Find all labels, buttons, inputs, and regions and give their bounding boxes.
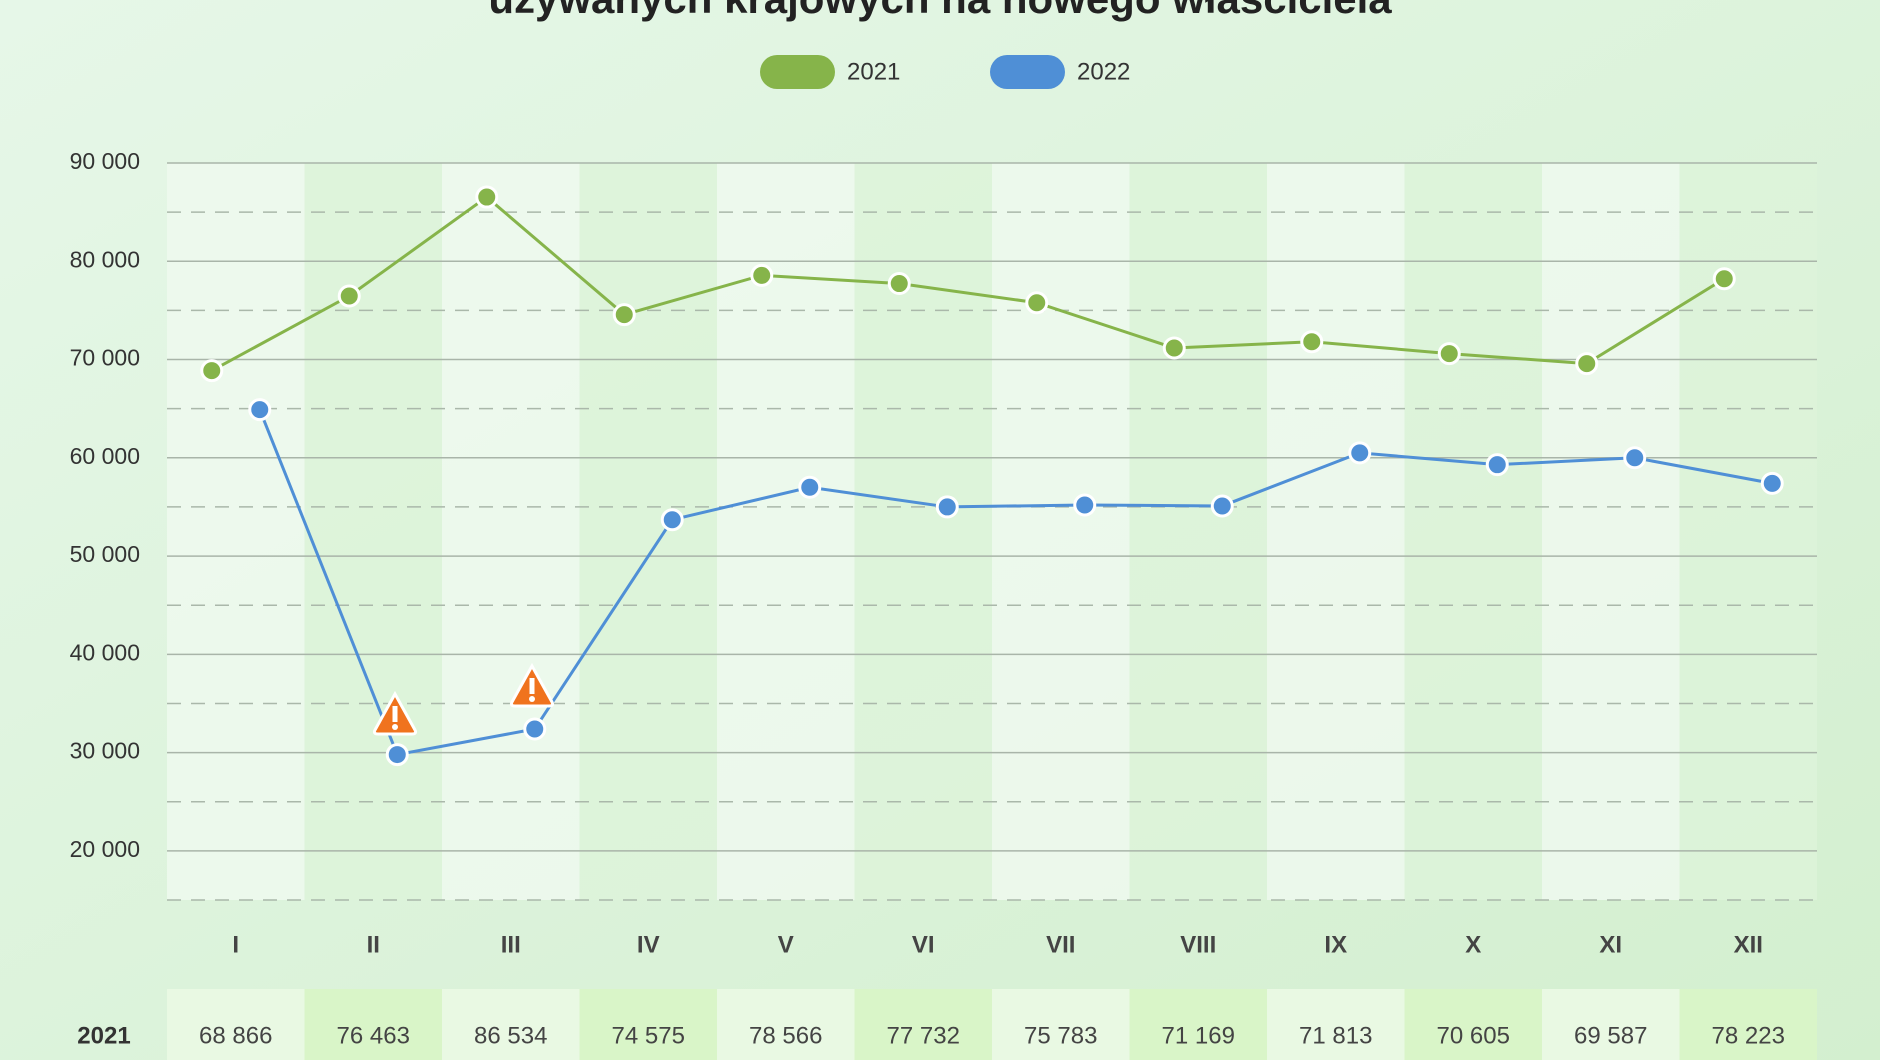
column-band	[1404, 163, 1542, 900]
column-band	[992, 163, 1130, 900]
data-point	[1712, 267, 1736, 291]
column-band	[1542, 163, 1680, 900]
x-tick-label: IV	[637, 931, 660, 958]
y-tick-label: 80 000	[70, 246, 140, 272]
data-point	[1623, 446, 1647, 470]
y-tick-label: 20 000	[70, 836, 140, 862]
legend: 2021 2022	[760, 55, 1130, 89]
data-point	[200, 359, 224, 383]
table-value: 75 783	[1024, 1022, 1097, 1049]
table-cell	[442, 989, 580, 1060]
data-point	[1575, 352, 1599, 376]
table-value: 77 732	[887, 1022, 960, 1049]
table-cell	[579, 989, 717, 1060]
table-cell	[1267, 989, 1405, 1060]
data-point	[337, 284, 361, 308]
legend-swatch	[760, 55, 835, 89]
y-tick-label: 70 000	[70, 345, 140, 371]
data-point	[1485, 453, 1509, 477]
x-tick-label: VIII	[1180, 931, 1216, 958]
legend-label: 2021	[847, 58, 900, 85]
data-point	[1162, 336, 1186, 360]
y-tick-label: 40 000	[70, 639, 140, 665]
data-point	[523, 717, 547, 741]
y-tick-label: 60 000	[70, 443, 140, 469]
x-tick-label: II	[367, 931, 380, 958]
column-band	[717, 163, 855, 900]
table-value: 71 813	[1299, 1022, 1372, 1049]
data-point	[385, 743, 409, 767]
y-tick-label: 30 000	[70, 738, 140, 764]
x-tick-label: VII	[1046, 931, 1075, 958]
table-value: 74 575	[612, 1022, 685, 1049]
data-point	[1073, 493, 1097, 517]
data-point	[1437, 342, 1461, 366]
data-point	[1300, 330, 1324, 354]
data-point	[935, 495, 959, 519]
y-tick-label: 50 000	[70, 541, 140, 567]
table-cell	[717, 989, 855, 1060]
table-cell	[1679, 989, 1817, 1060]
column-band	[442, 163, 580, 900]
x-tick-label: I	[232, 931, 239, 958]
column-band	[579, 163, 717, 900]
data-point	[798, 475, 822, 499]
legend-label: 2022	[1077, 58, 1130, 85]
x-tick-label: X	[1465, 931, 1481, 958]
table-row-label: 2021	[77, 1022, 130, 1049]
data-point	[660, 508, 684, 532]
data-point	[475, 185, 499, 209]
x-tick-label: V	[778, 931, 794, 958]
table-cell	[992, 989, 1130, 1060]
table-cell	[304, 989, 442, 1060]
table-value: 69 587	[1574, 1022, 1647, 1049]
column-bands	[167, 163, 1817, 1060]
x-tick-label: XII	[1734, 931, 1763, 958]
x-tick-label: IX	[1324, 931, 1347, 958]
data-point	[887, 272, 911, 296]
table-cell	[1542, 989, 1680, 1060]
column-band	[1129, 163, 1267, 900]
table-cell	[1404, 989, 1542, 1060]
table-value: 71 169	[1162, 1022, 1235, 1049]
data-point	[1348, 441, 1372, 465]
table-cell	[854, 989, 992, 1060]
x-tick-label: XI	[1599, 931, 1622, 958]
legend-swatch	[990, 55, 1065, 89]
data-point	[1210, 494, 1234, 518]
x-tick-label: III	[501, 931, 521, 958]
series-line	[211, 195, 1726, 372]
data-point	[1760, 471, 1784, 495]
table-value: 68 866	[199, 1022, 272, 1049]
data-point	[750, 263, 774, 287]
table-value: 70 605	[1437, 1022, 1510, 1049]
chart-title: używanych krajowych na nowego właściciel…	[488, 0, 1392, 22]
table-value: 86 534	[474, 1022, 547, 1049]
table-value: 76 463	[337, 1022, 410, 1049]
table-cell	[167, 989, 305, 1060]
column-band	[854, 163, 992, 900]
data-point	[248, 398, 272, 422]
data-point	[1025, 291, 1049, 315]
x-tick-label: VI	[912, 931, 935, 958]
column-band	[304, 163, 442, 900]
series-line	[258, 409, 1773, 757]
column-band	[167, 163, 305, 900]
plot: 20 000 30 000 40 000 50 000 60 000 70 000 80 0…	[70, 148, 1817, 1049]
data-point	[612, 303, 636, 327]
table-value: 78 223	[1712, 1022, 1785, 1049]
column-band	[1679, 163, 1817, 900]
y-tick-label: 90 000	[70, 148, 140, 174]
table-cell	[1129, 989, 1267, 1060]
table-value: 78 566	[749, 1022, 822, 1049]
column-band	[1267, 163, 1405, 900]
